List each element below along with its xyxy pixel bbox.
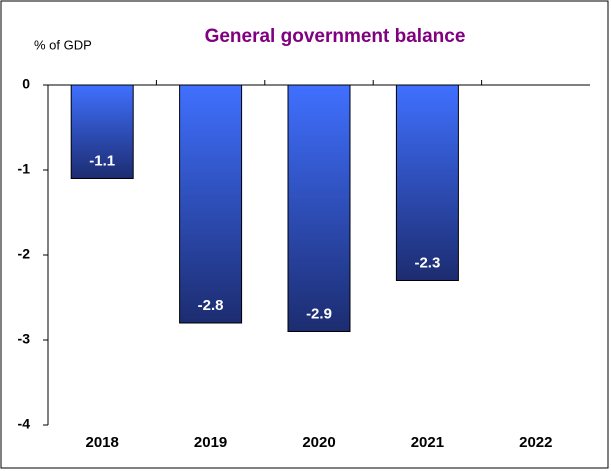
y-axis-label: % of GDP bbox=[34, 37, 92, 52]
x-tick-label: 2021 bbox=[411, 434, 444, 451]
chart-title: General government balance bbox=[205, 26, 466, 47]
y-tick-label: -2 bbox=[18, 246, 31, 262]
data-label: -2.9 bbox=[306, 305, 332, 322]
x-tick-label: 2019 bbox=[194, 434, 227, 451]
data-label: -1.1 bbox=[89, 152, 115, 169]
y-tick-label: -1 bbox=[18, 161, 31, 177]
x-tick-label: 2020 bbox=[302, 434, 335, 451]
bar bbox=[287, 84, 351, 332]
bar bbox=[395, 84, 459, 281]
x-tick-label: 2018 bbox=[86, 434, 119, 451]
data-label: -2.3 bbox=[414, 254, 440, 271]
y-tick-label: -3 bbox=[18, 331, 31, 347]
bar bbox=[179, 84, 243, 324]
y-tick-label: -4 bbox=[18, 416, 31, 432]
x-tick-label: 2022 bbox=[519, 434, 552, 451]
bar bbox=[70, 84, 134, 179]
data-label: -2.8 bbox=[198, 297, 224, 314]
y-tick-label: 0 bbox=[22, 76, 30, 92]
